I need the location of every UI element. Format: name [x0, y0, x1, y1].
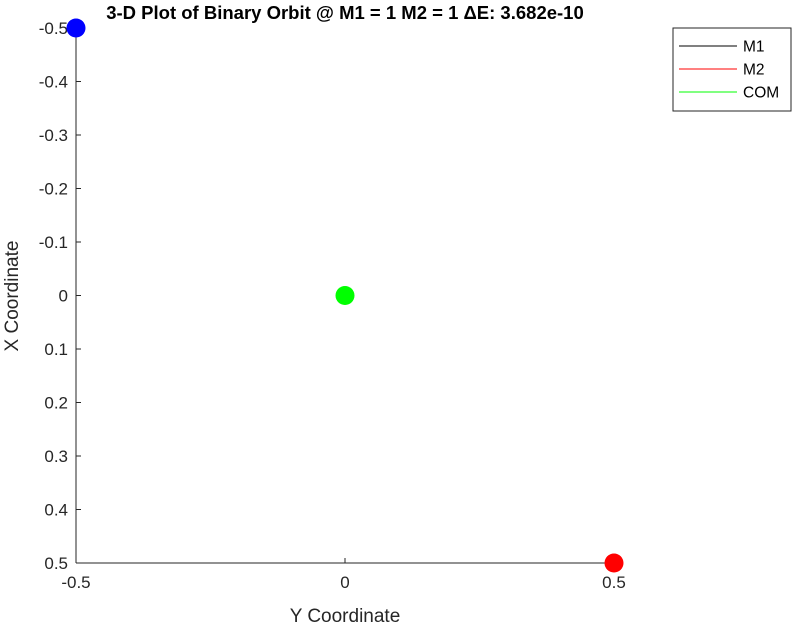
legend-label-com: COM	[743, 85, 779, 102]
m2-marker	[604, 553, 624, 573]
y-tick-label: 0.5	[44, 554, 68, 573]
y-axis-label: X Coordinate	[2, 241, 23, 352]
y-tick-label: 0.3	[44, 447, 68, 466]
legend-items: M1 M2 COM	[679, 39, 779, 102]
y-tick-label: -0.1	[39, 233, 68, 252]
legend-label-m1: M1	[743, 39, 765, 56]
y-tick-label: -0.2	[39, 180, 68, 199]
x-axis-label: Y Coordinate	[290, 606, 401, 626]
y-tick-label: 0	[59, 287, 68, 306]
y-tick-label: 0.2	[44, 394, 68, 413]
y-tick-label: -0.3	[39, 126, 68, 145]
x-tick-label: 0	[340, 573, 349, 592]
y-tick-label: 0.1	[44, 340, 68, 359]
x-tick-label: -0.5	[61, 573, 90, 592]
m1-marker	[66, 18, 86, 38]
legend: M1 M2 COM	[672, 27, 792, 112]
y-tick-label: -0.5	[39, 19, 68, 38]
chart-title: 3-D Plot of Binary Orbit @ M1 = 1 M2 = 1…	[106, 2, 584, 23]
y-tick-label: -0.4	[39, 73, 68, 92]
y-tick-label: 0.4	[44, 501, 68, 520]
legend-label-m2: M2	[743, 62, 765, 79]
com-marker	[335, 286, 355, 305]
data-markers	[66, 18, 624, 573]
ticks: -0.5 0 0.5-0.5-0.4-0.3-0.2-0.100.10.20.30.…	[39, 19, 626, 592]
x-tick-label: 0.5	[602, 573, 626, 592]
